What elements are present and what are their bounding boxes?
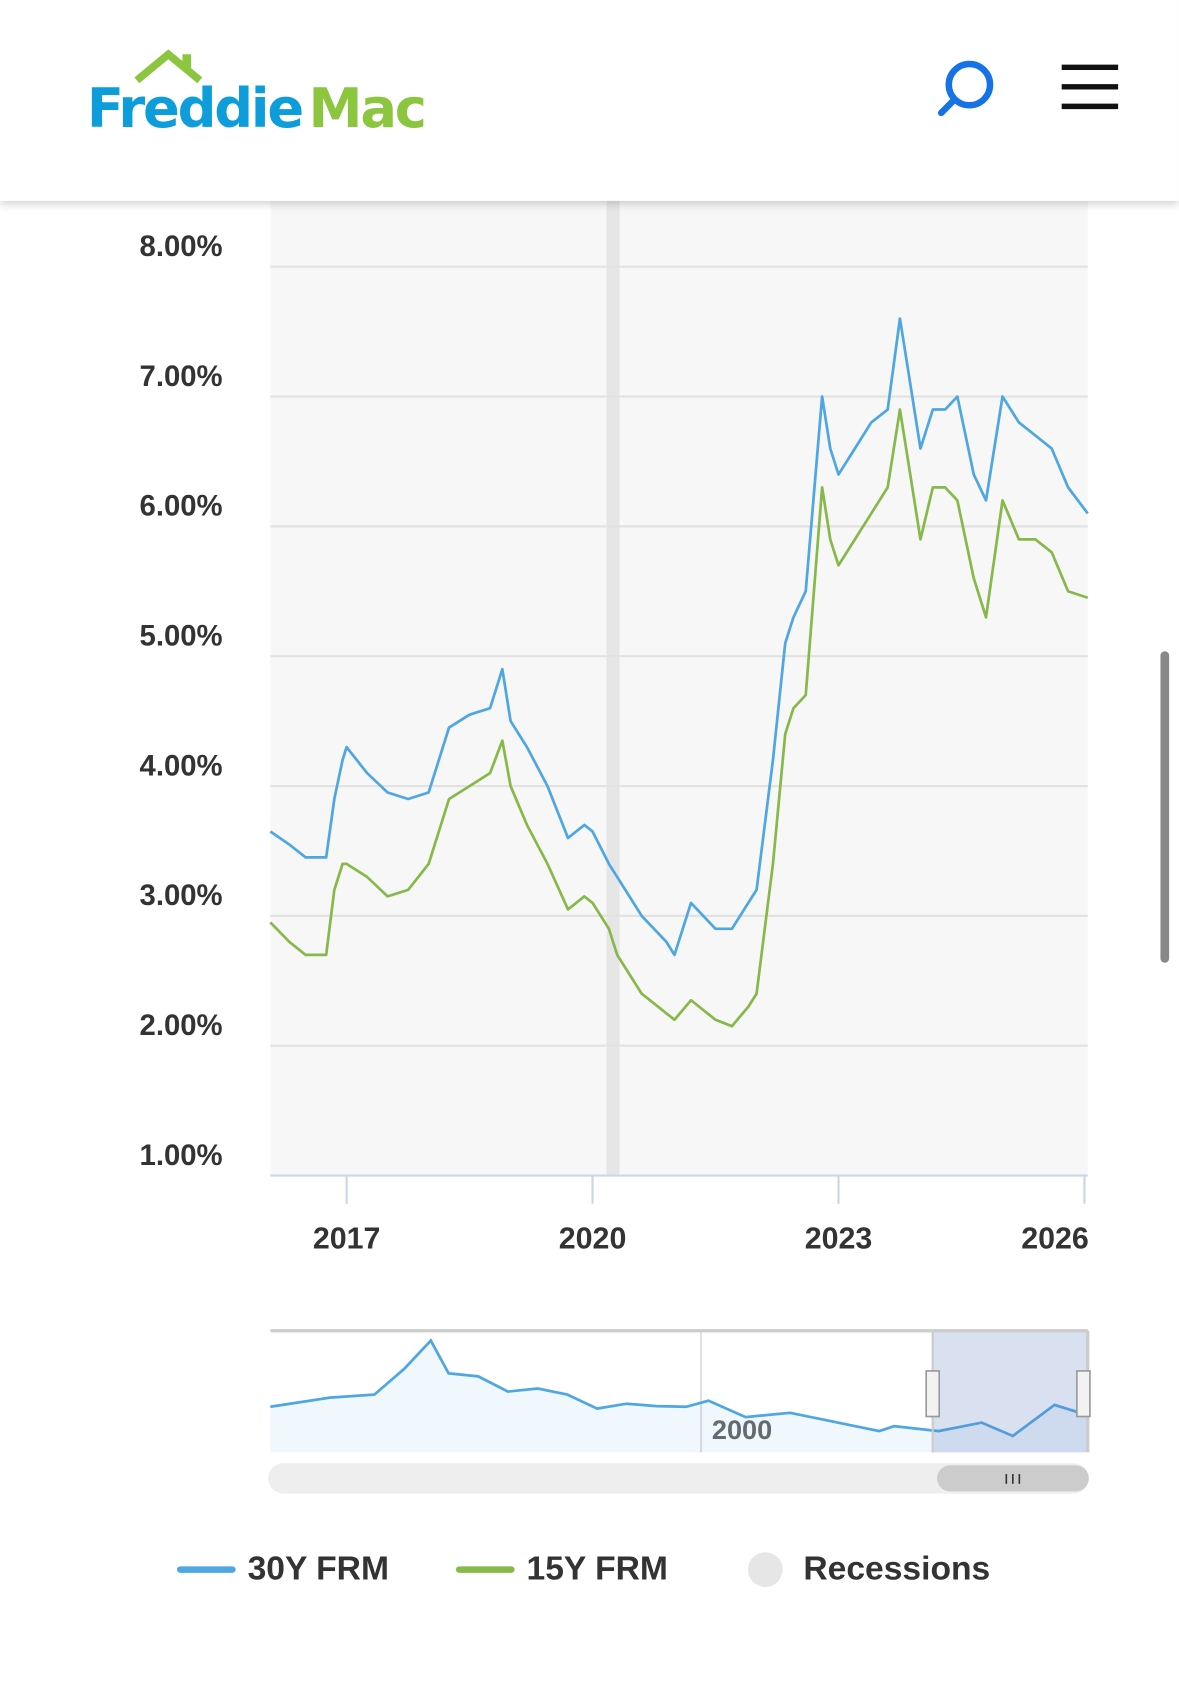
y-tick-label: 7.00% <box>140 360 223 393</box>
menu-icon[interactable] <box>1061 64 1119 110</box>
logo-mac: Mac <box>309 77 425 140</box>
y-tick-label: 3.00% <box>140 879 223 912</box>
logo-freddie: Freddie <box>87 77 302 140</box>
line-series <box>269 408 1089 1028</box>
scrollbar-track <box>268 1463 1089 1494</box>
y-tick-label: 8.00% <box>140 230 223 263</box>
y-tick-label: 4.00% <box>140 749 223 782</box>
logo-chimney <box>182 54 192 70</box>
y-tick-label: 1.00% <box>140 1139 223 1172</box>
plot-background <box>270 162 1088 1176</box>
logo[interactable]: Freddie Mac <box>87 77 427 140</box>
page-scrollbar[interactable] <box>1160 651 1170 963</box>
chart: 1.00% 2.00% 3.00% 4.00% 5.00% 6.00% 7.00% 8.00%… <box>140 162 1091 1588</box>
navigator-handle[interactable] <box>1076 1370 1091 1418</box>
x-tick-label: 2026 <box>1021 1222 1089 1256</box>
legend-label[interactable]: 15Y FRM <box>527 1551 668 1588</box>
navigator-selection <box>932 1330 1088 1453</box>
search-icon[interactable] <box>937 60 994 117</box>
legend-symbol <box>747 1552 783 1587</box>
legend-label[interactable]: Recessions <box>803 1551 990 1588</box>
x-tick-label: 2023 <box>805 1222 873 1256</box>
x-tick-label: 2020 <box>559 1222 627 1256</box>
navigator-area <box>270 1340 1088 1453</box>
line-series <box>269 317 1089 957</box>
header: Freddie Mac <box>0 0 1179 201</box>
legend-label[interactable]: 30Y FRM <box>248 1551 389 1588</box>
y-tick-label: 6.00% <box>140 490 223 523</box>
recession-band <box>606 162 620 1176</box>
navigator-line <box>270 1338 1089 1438</box>
x-tick-label: 2017 <box>313 1222 381 1256</box>
navigator-background <box>270 1330 1088 1453</box>
y-tick-label: 2.00% <box>140 1009 223 1042</box>
navigator-handle[interactable] <box>925 1370 941 1418</box>
y-tick-label: 5.00% <box>140 619 223 652</box>
navigator-tick-label: 2000 <box>712 1414 772 1445</box>
logo-roof <box>134 49 203 84</box>
